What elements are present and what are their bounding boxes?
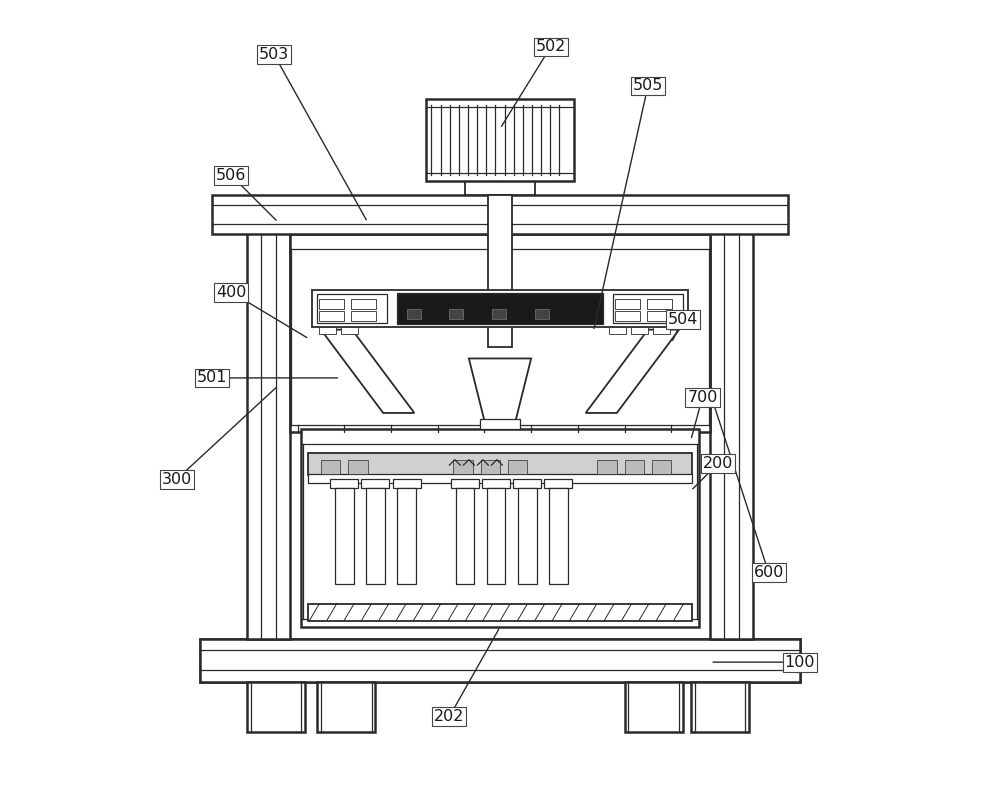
- Bar: [301, 429, 699, 627]
- Bar: [544, 479, 572, 489]
- Bar: [351, 298, 376, 309]
- Bar: [212, 195, 788, 234]
- Bar: [321, 460, 340, 474]
- Bar: [290, 234, 710, 432]
- Bar: [631, 327, 648, 334]
- Polygon shape: [321, 330, 414, 413]
- Bar: [247, 682, 305, 732]
- Text: 100: 100: [785, 655, 815, 670]
- Bar: [341, 327, 358, 334]
- Bar: [335, 489, 354, 584]
- Bar: [449, 309, 463, 319]
- Bar: [407, 309, 421, 319]
- Bar: [609, 327, 626, 334]
- Bar: [348, 460, 368, 474]
- Bar: [319, 327, 336, 334]
- Text: 504: 504: [668, 312, 698, 327]
- Bar: [481, 460, 500, 474]
- Bar: [451, 479, 479, 489]
- Text: 506: 506: [216, 168, 247, 183]
- Polygon shape: [586, 330, 679, 413]
- Text: 300: 300: [162, 471, 192, 486]
- Bar: [330, 479, 358, 489]
- Bar: [465, 181, 535, 195]
- Text: 501: 501: [197, 371, 227, 386]
- Bar: [513, 479, 541, 489]
- Bar: [518, 489, 537, 584]
- Bar: [393, 479, 421, 489]
- Bar: [647, 311, 672, 321]
- Bar: [535, 309, 549, 319]
- Polygon shape: [469, 358, 531, 421]
- Bar: [308, 474, 692, 483]
- Bar: [615, 298, 640, 309]
- Bar: [456, 489, 474, 584]
- Bar: [597, 460, 617, 474]
- Bar: [492, 309, 506, 319]
- Bar: [319, 298, 344, 309]
- Bar: [487, 489, 505, 584]
- Bar: [625, 682, 683, 732]
- Text: 502: 502: [535, 39, 566, 54]
- Bar: [453, 460, 473, 474]
- Bar: [549, 489, 568, 584]
- Text: 202: 202: [434, 709, 465, 724]
- Bar: [625, 460, 644, 474]
- Text: 200: 200: [703, 456, 733, 471]
- Bar: [488, 195, 512, 347]
- Bar: [317, 294, 387, 323]
- Bar: [200, 639, 800, 682]
- Text: 700: 700: [687, 390, 718, 405]
- Bar: [247, 222, 290, 639]
- Bar: [361, 479, 389, 489]
- Bar: [308, 604, 692, 621]
- Bar: [508, 460, 527, 474]
- Bar: [615, 311, 640, 321]
- Text: 505: 505: [633, 79, 663, 94]
- Bar: [653, 327, 670, 334]
- Text: 503: 503: [259, 47, 289, 62]
- Bar: [647, 298, 672, 309]
- Bar: [710, 222, 753, 639]
- Bar: [312, 290, 688, 327]
- Bar: [480, 419, 520, 429]
- Text: 400: 400: [216, 285, 247, 300]
- Bar: [397, 293, 603, 324]
- Bar: [613, 294, 683, 323]
- Bar: [691, 682, 749, 732]
- Bar: [317, 682, 375, 732]
- Bar: [351, 311, 376, 321]
- Bar: [482, 479, 510, 489]
- Bar: [366, 489, 385, 584]
- Bar: [652, 460, 671, 474]
- Text: 600: 600: [753, 565, 784, 580]
- Bar: [397, 489, 416, 584]
- Bar: [308, 453, 692, 475]
- Bar: [426, 99, 574, 181]
- Bar: [200, 639, 800, 682]
- Bar: [319, 311, 344, 321]
